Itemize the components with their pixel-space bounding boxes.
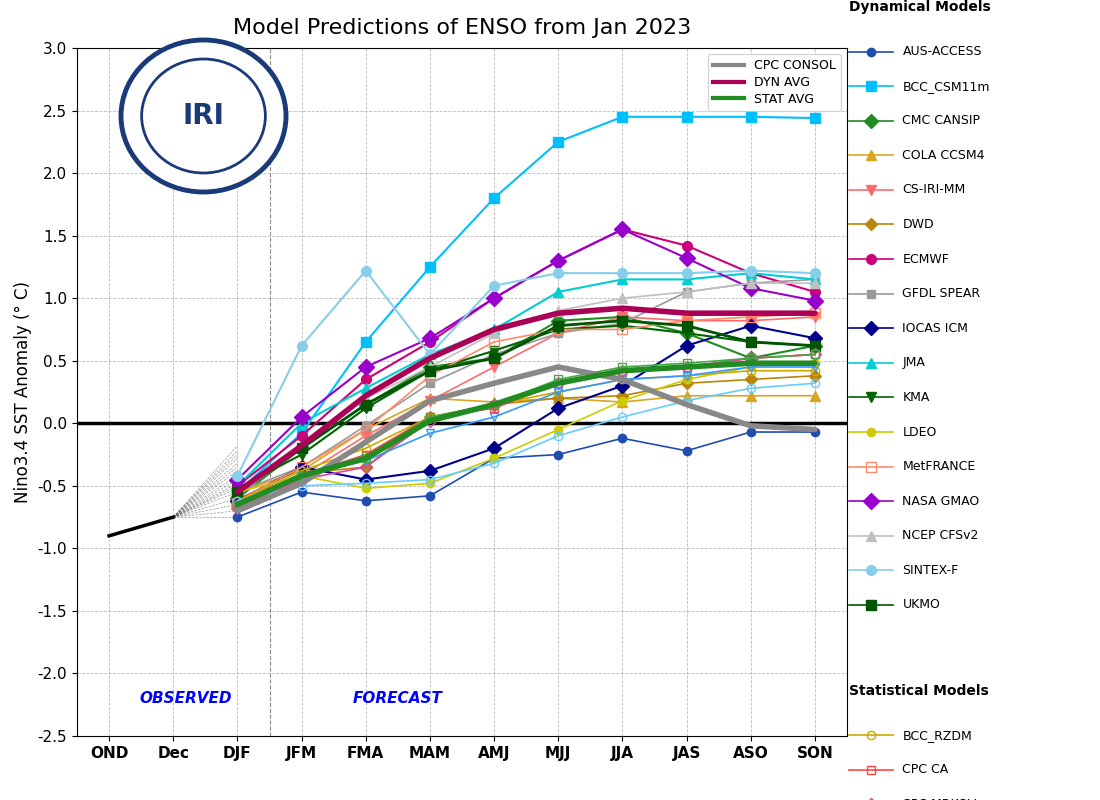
Text: CMC CANSIP: CMC CANSIP [902, 114, 980, 127]
Text: IOCAS ICM: IOCAS ICM [902, 322, 968, 334]
Text: BCC_RZDM: BCC_RZDM [902, 729, 972, 742]
Title: Model Predictions of ENSO from Jan 2023: Model Predictions of ENSO from Jan 2023 [233, 18, 691, 38]
Text: CPC CA: CPC CA [902, 763, 948, 776]
Legend: CPC CONSOL, DYN AVG, STAT AVG: CPC CONSOL, DYN AVG, STAT AVG [707, 54, 840, 110]
Text: Statistical Models: Statistical Models [849, 684, 989, 698]
Text: DWD: DWD [902, 218, 934, 231]
Text: GFDL SPEAR: GFDL SPEAR [902, 287, 980, 300]
Text: ECMWF: ECMWF [902, 253, 949, 266]
Text: OBSERVED: OBSERVED [140, 691, 232, 706]
Text: CS-IRI-MM: CS-IRI-MM [902, 183, 966, 196]
Text: UKMO: UKMO [902, 598, 940, 611]
Text: FORECAST: FORECAST [353, 691, 443, 706]
Text: NASA GMAO: NASA GMAO [902, 494, 980, 508]
Text: LDEO: LDEO [902, 426, 937, 438]
Text: SINTEX-F: SINTEX-F [902, 564, 959, 577]
Y-axis label: Nino3.4 SST Anomaly (° C): Nino3.4 SST Anomaly (° C) [14, 281, 32, 503]
Text: Dynamical Models: Dynamical Models [849, 0, 991, 14]
Text: KMA: KMA [902, 391, 930, 404]
Text: MetFRANCE: MetFRANCE [902, 460, 976, 473]
Text: BCC_CSM11m: BCC_CSM11m [902, 80, 990, 93]
Text: CPC MRKOV: CPC MRKOV [902, 798, 977, 800]
Text: NCEP CFSv2: NCEP CFSv2 [902, 530, 979, 542]
Text: COLA CCSM4: COLA CCSM4 [902, 149, 985, 162]
Text: IRI: IRI [183, 102, 224, 130]
Text: JMA: JMA [902, 356, 925, 370]
Text: AUS-ACCESS: AUS-ACCESS [902, 45, 982, 58]
